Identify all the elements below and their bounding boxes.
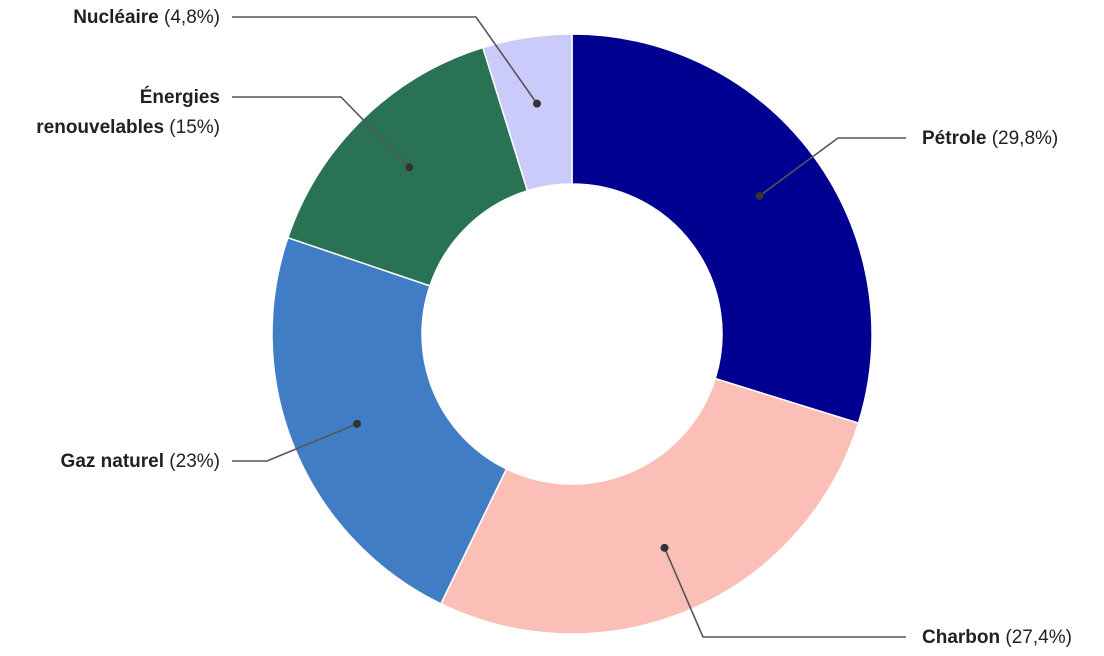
label-nucleaire: Nucléaire (4,8%) [73, 7, 220, 28]
leader-line-energies-renouvelables [232, 96, 410, 168]
leader-dot-energies-renouvelables [405, 163, 414, 172]
slices-group [271, 33, 873, 635]
label-gaz-naturel: Gaz naturel (23%) [61, 451, 220, 472]
label-name-line-1: Énergies [140, 86, 220, 108]
leader-dot-nucleaire [532, 99, 541, 108]
slice-gaz-naturel [271, 236, 508, 605]
leader-dot-gaz-naturel [353, 419, 362, 428]
label-value: (29,8%) [986, 128, 1058, 149]
label-value: (27,4%) [1000, 627, 1072, 648]
slice-charbon [439, 377, 860, 635]
label-charbon: Charbon (27,4%) [922, 627, 1072, 648]
label-name: Pétrole [922, 128, 986, 149]
label-value: (23%) [164, 451, 220, 472]
label-value: (15%) [164, 117, 220, 138]
label-value: (4,8%) [159, 7, 220, 28]
leader-lines-group [232, 16, 906, 638]
leader-line-nucleaire [232, 16, 538, 105]
labels-group: Pétrole (29,8%) Charbon (27,4%) Gaz nature… [36, 7, 1072, 648]
label-name: Charbon [922, 627, 1000, 648]
label-name: Nucléaire [73, 7, 159, 28]
leader-line-gaz-naturel [232, 423, 358, 462]
leader-line-charbon [663, 547, 906, 638]
leader-dot-petrole [755, 191, 764, 200]
slice-petrole [571, 33, 873, 425]
leader-dot-charbon [660, 543, 669, 552]
label-energies-renouvelables: Énergies renouvelables (15%) [36, 86, 220, 138]
slice-nucleaire [481, 33, 573, 192]
leader-line-petrole [759, 137, 906, 197]
label-petrole: Pétrole (29,8%) [922, 128, 1058, 149]
label-name-line-2: renouvelables [36, 117, 164, 138]
label-name: Gaz naturel [61, 451, 164, 472]
